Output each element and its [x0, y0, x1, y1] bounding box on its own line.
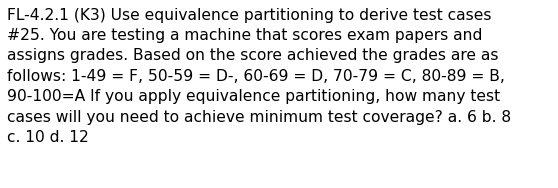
- Text: FL-4.2.1 (K3) Use equivalence partitioning to derive test cases
#25. You are tes: FL-4.2.1 (K3) Use equivalence partitioni…: [7, 8, 511, 145]
